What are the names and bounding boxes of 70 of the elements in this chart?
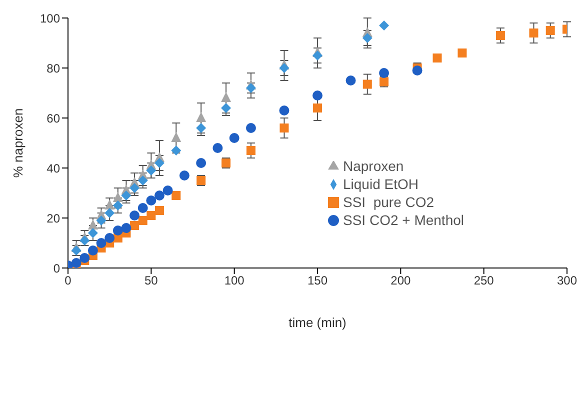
point [196, 112, 206, 122]
x-tick-label: 250 [474, 274, 494, 288]
point [130, 221, 140, 230]
point [279, 106, 290, 116]
point [379, 20, 390, 30]
point [154, 190, 164, 200]
legend-label: SSI CO2 + Menthol [343, 212, 464, 228]
point [221, 92, 232, 102]
point [229, 133, 240, 143]
point [529, 28, 538, 38]
point [146, 211, 156, 220]
y-tick-label: 40 [46, 161, 60, 176]
point [138, 203, 148, 213]
point [280, 124, 289, 132]
point [179, 170, 190, 180]
legend-label: SSI pure CO2 [343, 194, 434, 210]
point [146, 196, 156, 206]
point [88, 246, 98, 256]
point [312, 50, 322, 60]
point [246, 123, 256, 133]
y-tick-label: 0 [53, 261, 60, 276]
y-tick-label: 20 [46, 211, 60, 226]
point [196, 123, 206, 133]
point [196, 158, 206, 168]
point [221, 103, 232, 113]
x-tick-label: 0 [64, 274, 72, 288]
point [130, 183, 140, 193]
point [104, 233, 115, 243]
legend-label: Naproxen [343, 158, 404, 174]
point [154, 206, 164, 215]
point [362, 80, 372, 89]
point [88, 228, 98, 238]
point [496, 31, 505, 40]
point [246, 146, 256, 155]
point [171, 132, 182, 142]
point [80, 253, 90, 263]
point [130, 210, 140, 220]
point [96, 238, 106, 248]
y-axis-title: % naproxen [10, 108, 26, 178]
x-tick-label: 150 [307, 274, 328, 288]
point [362, 33, 372, 43]
point [546, 26, 555, 35]
y-tick-label: 100 [40, 11, 60, 26]
x-tick-label: 200 [390, 274, 411, 288]
point [138, 216, 148, 225]
point [162, 186, 173, 196]
point [171, 146, 182, 156]
point [432, 54, 442, 62]
point [346, 76, 356, 86]
point [172, 191, 181, 200]
legend-label: Liquid EtOH [343, 176, 418, 192]
point [112, 226, 123, 236]
point [412, 66, 422, 76]
x-tick-label: 300 [556, 274, 578, 288]
point [379, 68, 390, 78]
point [121, 223, 132, 233]
x-tick-label: 50 [144, 274, 158, 288]
point [312, 90, 322, 100]
point [104, 208, 115, 218]
point [154, 158, 164, 168]
y-tick-label: 60 [46, 111, 60, 126]
point [138, 176, 148, 186]
point [146, 166, 156, 176]
x-tick-label: 100 [224, 274, 245, 288]
point [279, 63, 290, 73]
point [313, 104, 322, 112]
x-axis-title: time (min) [288, 315, 346, 330]
point [458, 48, 467, 58]
point [212, 143, 223, 153]
y-tick-label: 80 [46, 61, 60, 76]
